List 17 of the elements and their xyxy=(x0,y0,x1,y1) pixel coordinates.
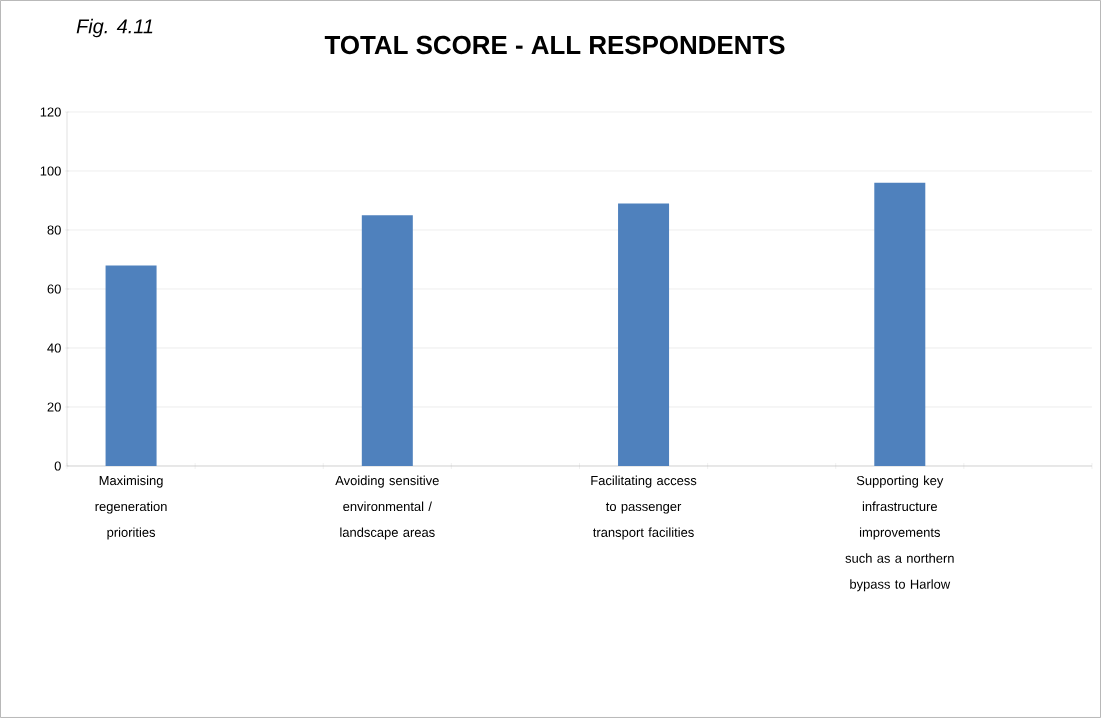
caption: Fig. 4.11 xyxy=(76,18,153,38)
bar xyxy=(105,265,157,466)
y-tick-label: 60 xyxy=(47,284,61,294)
y-tick-label: 100 xyxy=(40,166,61,176)
y-tick-label: 40 xyxy=(47,343,61,353)
y-tick-label: 20 xyxy=(47,402,61,412)
x-tick-label: Maximising regeneration priorities xyxy=(95,475,167,540)
bar xyxy=(361,215,413,466)
chart-title: TOTAL SCORE - ALL RESPONDENTS xyxy=(324,35,785,55)
bar xyxy=(874,182,926,466)
category-label: Supporting key infrastructure improvements such as a northern bypass to Harlow xyxy=(845,475,954,592)
y-tick-label: 0 xyxy=(54,461,61,471)
bar xyxy=(618,203,670,466)
category-label: Avoiding sensitive environmental / landscape areas xyxy=(335,475,439,540)
y-tick-label: 120 xyxy=(40,107,61,117)
x-tick-label: Facilitating access to passenger transport facilities xyxy=(591,475,697,540)
y-tick-label: 80 xyxy=(47,225,61,235)
